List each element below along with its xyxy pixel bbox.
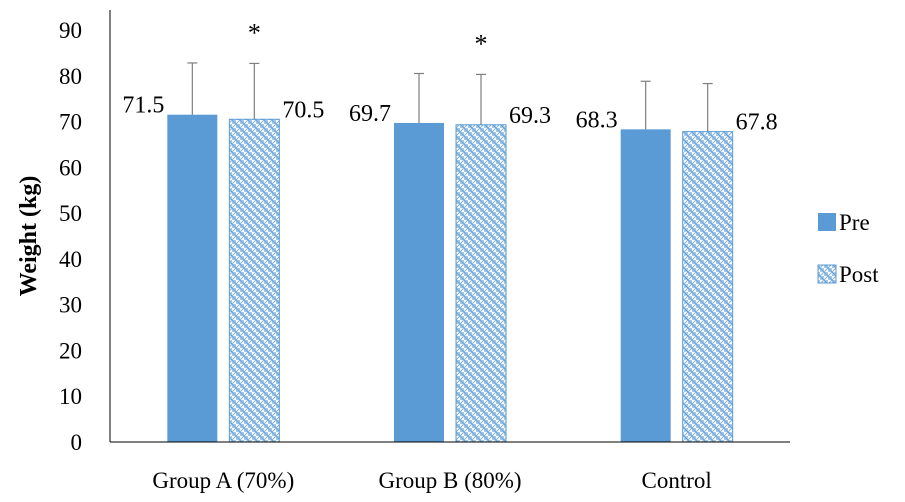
bar-pre xyxy=(394,122,444,442)
data-label: 70.5 xyxy=(282,97,324,123)
y-tick-label: 70 xyxy=(59,110,82,135)
significance-marker: * xyxy=(475,29,488,58)
y-tick-label: 50 xyxy=(59,201,82,226)
legend-label: Pre xyxy=(839,210,870,235)
error-bars xyxy=(187,62,713,132)
x-category-label: Control xyxy=(642,468,712,493)
bar-pre xyxy=(167,114,218,442)
x-axis-categories: Group A (70%) Group B (80%) Control xyxy=(152,468,711,493)
data-label: 67.8 xyxy=(736,110,778,136)
y-tick-label: 40 xyxy=(59,247,82,272)
legend-swatch-post xyxy=(817,264,837,284)
y-tick-label: 30 xyxy=(59,293,82,318)
y-tick-label: 20 xyxy=(59,338,82,363)
legend-label: Post xyxy=(839,262,879,287)
legend: Pre Post xyxy=(817,210,879,287)
y-tick-label: 80 xyxy=(59,64,82,89)
data-labels: 71.5 70.5 69.7 69.3 68.3 67.8 * * xyxy=(122,18,777,135)
y-tick-label: 90 xyxy=(59,18,82,43)
x-category-label: Group B (80%) xyxy=(378,468,521,493)
bar-pre xyxy=(620,129,671,443)
y-axis-title: Weight (kg) xyxy=(16,176,42,297)
bar-post xyxy=(682,131,734,443)
y-axis-ticks: 0 10 20 30 40 50 60 70 80 90 xyxy=(59,18,82,455)
y-tick-label: 10 xyxy=(59,384,82,409)
data-label: 69.3 xyxy=(509,103,551,129)
bar-post xyxy=(455,124,507,443)
y-tick-label: 60 xyxy=(59,155,82,180)
legend-swatch-pre xyxy=(818,213,836,231)
data-label: 68.3 xyxy=(576,107,618,133)
bars xyxy=(167,114,734,443)
y-tick-label: 0 xyxy=(71,430,83,455)
x-category-label: Group A (70%) xyxy=(152,468,294,493)
significance-marker: * xyxy=(248,18,261,47)
data-label: 71.5 xyxy=(122,93,164,119)
data-label: 69.7 xyxy=(349,101,391,127)
bar-post xyxy=(228,118,280,443)
